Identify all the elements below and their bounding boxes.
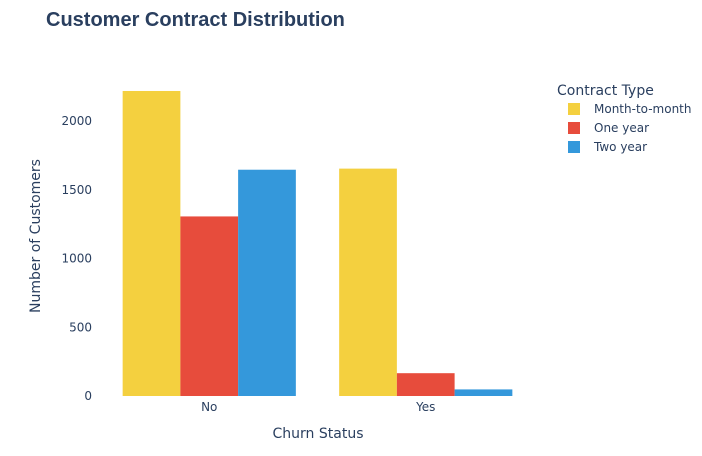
x-tick-label: No [201, 400, 217, 414]
bar-one-year-no[interactable] [180, 216, 239, 396]
chart-title: Customer Contract Distribution [46, 9, 345, 31]
y-tick-label: 1500 [61, 183, 92, 197]
bars-layer [122, 90, 513, 397]
y-tick-label: 500 [69, 320, 92, 334]
bar-month-to-month-yes[interactable] [339, 168, 397, 396]
y-tick-label: 0 [84, 389, 92, 403]
x-axis-ticks: No Yes [201, 400, 435, 414]
legend-label: Month-to-month [594, 102, 692, 116]
x-axis-title: Churn Status [273, 426, 364, 442]
x-tick-label: Yes [415, 400, 435, 414]
legend-swatch [568, 122, 580, 134]
legend-items: Month-to-month One year Two year [568, 102, 692, 154]
legend-item-two-year[interactable]: Two year [568, 140, 647, 154]
y-axis-ticks: 0 500 1000 1500 2000 [61, 114, 92, 403]
legend-label: Two year [593, 140, 647, 154]
legend: Contract Type Month-to-month One year Two … [557, 83, 692, 154]
legend-item-one-year[interactable]: One year [568, 121, 649, 135]
legend-label: One year [594, 121, 649, 135]
legend-title: Contract Type [557, 83, 654, 99]
legend-swatch [568, 103, 580, 115]
bar-one-year-yes[interactable] [396, 373, 455, 396]
y-tick-label: 1000 [61, 252, 92, 266]
y-tick-label: 2000 [61, 114, 92, 128]
legend-swatch [568, 141, 580, 153]
legend-item-month-to-month[interactable]: Month-to-month [568, 102, 692, 116]
y-axis-title: Number of Customers [28, 159, 44, 313]
bar-two-year-no[interactable] [238, 169, 296, 396]
bar-month-to-month-no[interactable] [122, 90, 181, 397]
bar-two-year-yes[interactable] [454, 389, 513, 396]
